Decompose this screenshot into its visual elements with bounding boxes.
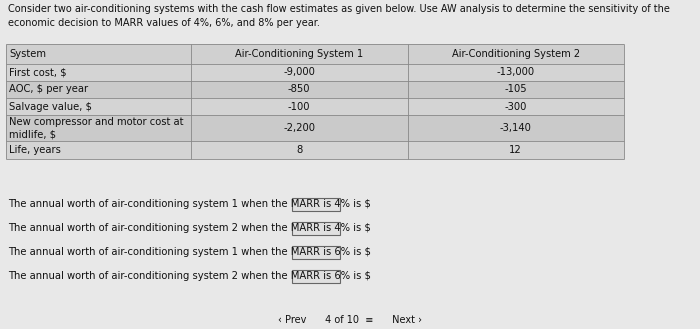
- Bar: [291, 269, 340, 283]
- Text: -850: -850: [288, 85, 311, 94]
- Text: 12: 12: [510, 145, 522, 155]
- Text: The annual worth of air-conditioning system 2 when the MARR is 4% is $: The annual worth of air-conditioning sys…: [8, 223, 371, 233]
- Text: The annual worth of air-conditioning system 1 when the MARR is 4% is $: The annual worth of air-conditioning sys…: [8, 199, 371, 209]
- Text: -300: -300: [505, 102, 527, 112]
- Text: Air-Conditioning System 1: Air-Conditioning System 1: [235, 49, 363, 59]
- Text: Life, years: Life, years: [9, 145, 61, 155]
- Bar: [291, 245, 340, 259]
- Text: -13,000: -13,000: [497, 67, 535, 78]
- Text: Salvage value, $: Salvage value, $: [9, 102, 92, 112]
- Text: -9,000: -9,000: [284, 67, 315, 78]
- Text: 8: 8: [296, 145, 302, 155]
- Bar: [6, 98, 624, 115]
- Text: -3,140: -3,140: [500, 123, 532, 133]
- Bar: [6, 141, 624, 159]
- Bar: [291, 221, 340, 235]
- Text: Consider two air-conditioning systems with the cash flow estimates as given belo: Consider two air-conditioning systems wi…: [8, 4, 670, 28]
- Text: System: System: [9, 49, 46, 59]
- Bar: [291, 197, 340, 211]
- Text: AOC, $ per year: AOC, $ per year: [9, 85, 88, 94]
- Text: The annual worth of air-conditioning system 2 when the MARR is 6% is $: The annual worth of air-conditioning sys…: [8, 271, 371, 281]
- Bar: [6, 81, 624, 98]
- Bar: [6, 115, 624, 141]
- Text: -2,200: -2,200: [284, 123, 315, 133]
- Text: ‹ Prev      4 of 10  ≡      Next ›: ‹ Prev 4 of 10 ≡ Next ›: [278, 315, 422, 325]
- Text: -105: -105: [505, 85, 527, 94]
- Bar: [6, 44, 624, 64]
- Bar: [6, 44, 624, 159]
- Text: New compressor and motor cost at
midlife, $: New compressor and motor cost at midlife…: [9, 117, 183, 139]
- Bar: [6, 64, 624, 81]
- Text: First cost, $: First cost, $: [9, 67, 66, 78]
- Text: Air-Conditioning System 2: Air-Conditioning System 2: [452, 49, 580, 59]
- Text: -100: -100: [288, 102, 311, 112]
- Text: The annual worth of air-conditioning system 1 when the MARR is 6% is $: The annual worth of air-conditioning sys…: [8, 247, 371, 257]
